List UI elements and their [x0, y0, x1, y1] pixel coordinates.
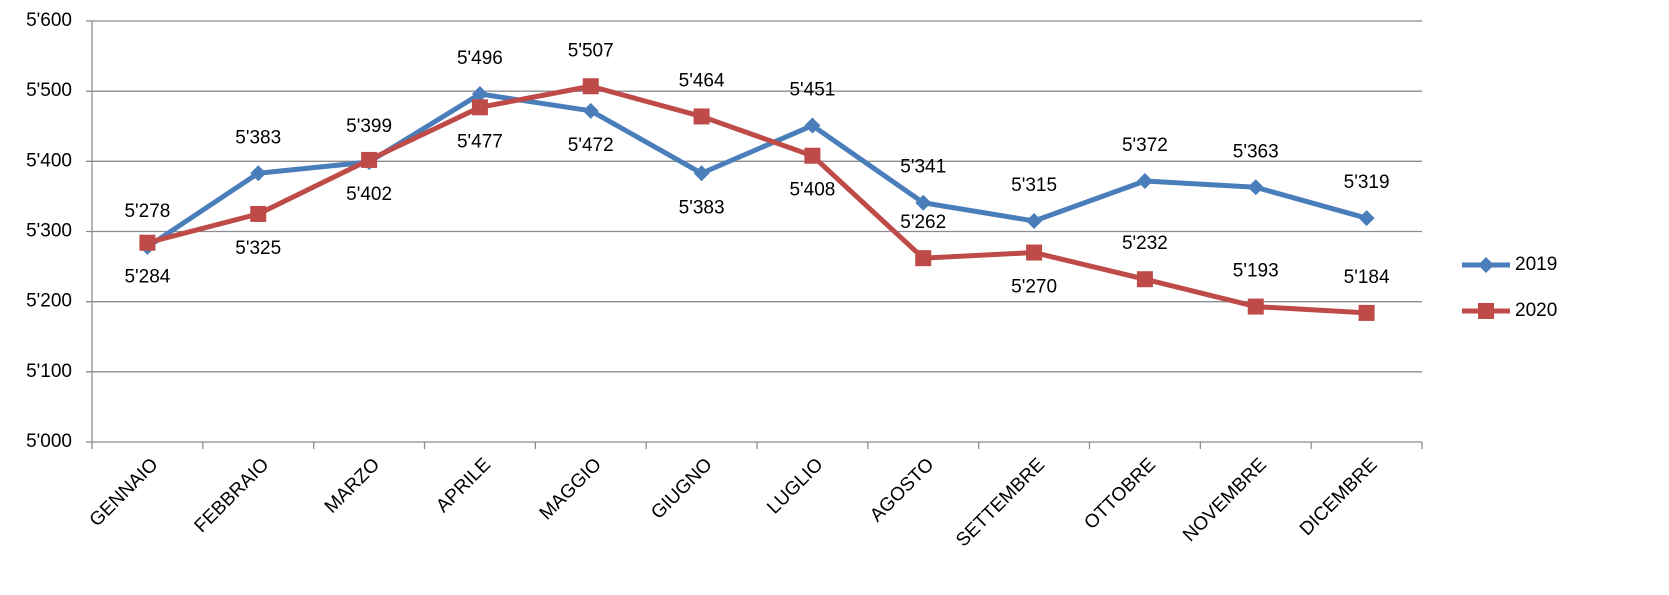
x-tick-label: SETTEMBRE — [952, 454, 1049, 551]
marker — [804, 147, 821, 164]
x-tick-label: MAGGIO — [536, 454, 606, 524]
data-label: 5'278 — [124, 201, 170, 222]
data-label: 5'319 — [1344, 172, 1390, 193]
data-label: 5'402 — [346, 184, 392, 205]
data-label: 5'399 — [346, 116, 392, 137]
y-tick-label: 5'500 — [26, 80, 72, 101]
marker — [361, 151, 378, 168]
marker — [471, 85, 488, 102]
marker — [1358, 210, 1375, 227]
marker — [915, 194, 932, 211]
marker — [1136, 172, 1153, 189]
series-line — [146, 91, 1368, 250]
x-tick-label: DICEMBRE — [1296, 454, 1382, 540]
y-tick-label: 5'200 — [26, 291, 72, 312]
y-tick-label: 5'000 — [26, 431, 72, 452]
marker — [693, 165, 710, 182]
data-label: 5'472 — [568, 135, 614, 156]
marker — [1247, 298, 1264, 315]
data-label: 5'383 — [235, 127, 281, 148]
data-label: 5'341 — [900, 157, 946, 178]
marker — [139, 234, 156, 251]
marker — [1358, 304, 1375, 321]
marker — [1026, 212, 1043, 229]
data-label: 5'408 — [789, 180, 835, 201]
marker — [582, 78, 599, 95]
marker — [1136, 271, 1153, 288]
data-label: 5'325 — [235, 238, 281, 259]
x-tick-label: GENNAIO — [86, 454, 163, 531]
y-tick-label: 5'400 — [26, 150, 72, 171]
data-label: 5'232 — [1122, 233, 1168, 254]
data-label: 5'464 — [679, 70, 725, 91]
marker — [693, 108, 710, 125]
data-label: 5'507 — [568, 40, 614, 61]
marker — [1026, 244, 1043, 261]
x-tick-label: AGOSTO — [866, 454, 938, 526]
legend-label: 2020 — [1515, 300, 1557, 321]
x-tick-label: GIUGNO — [647, 454, 716, 523]
x-tick-label: FEBBRAIO — [191, 454, 274, 537]
data-label: 5'372 — [1122, 135, 1168, 156]
marker — [915, 250, 932, 267]
marker — [582, 102, 599, 119]
legend-marker — [1478, 257, 1494, 273]
data-label: 5'315 — [1011, 175, 1057, 196]
x-tick-label: LUGLIO — [763, 454, 827, 518]
y-tick-label: 5'300 — [26, 221, 72, 242]
data-label: 5'284 — [124, 267, 170, 288]
marker — [471, 99, 488, 116]
data-label: 5'451 — [789, 80, 835, 101]
data-label: 5'363 — [1233, 141, 1279, 162]
marker — [250, 205, 267, 222]
data-label: 5'262 — [900, 212, 946, 233]
marker — [804, 117, 821, 134]
data-label: 5'193 — [1233, 261, 1279, 282]
y-tick-label: 5'600 — [26, 10, 72, 31]
data-label: 5'184 — [1344, 267, 1390, 288]
legend-label: 2019 — [1515, 254, 1557, 275]
y-tick-label: 5'100 — [26, 361, 72, 382]
marker — [250, 165, 267, 182]
x-tick-label: OTTOBRE — [1080, 454, 1160, 534]
legend-marker — [1478, 303, 1494, 319]
x-tick-label: MARZO — [321, 454, 384, 517]
data-label: 5'477 — [457, 131, 503, 152]
marker — [1247, 179, 1264, 196]
data-label: 5'270 — [1011, 277, 1057, 298]
x-tick-label: NOVEMBRE — [1179, 454, 1271, 546]
data-label: 5'496 — [457, 48, 503, 69]
x-tick-label: APRILE — [432, 454, 495, 517]
data-label: 5'383 — [679, 197, 725, 218]
series-line — [146, 83, 1367, 316]
